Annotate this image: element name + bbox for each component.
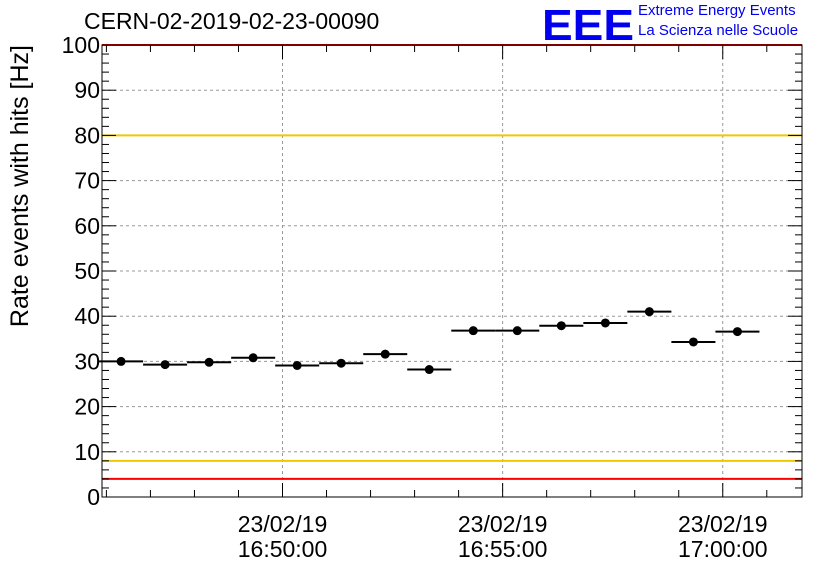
data-point xyxy=(292,360,302,370)
data-point xyxy=(512,326,522,336)
x-tick-label-date: 23/02/19 xyxy=(458,511,548,537)
y-tick-label: 10 xyxy=(74,439,100,465)
x-tick-labels: 23/02/1916:50:0023/02/1916:55:0023/02/19… xyxy=(238,511,768,562)
y-tick-label: 30 xyxy=(74,348,100,374)
data-point xyxy=(160,360,170,370)
y-tick-label: 50 xyxy=(74,258,100,284)
y-tick-label: 60 xyxy=(74,213,100,239)
x-tick-label-time: 17:00:00 xyxy=(678,536,768,562)
svg-text:EEE: EEE xyxy=(542,2,634,44)
y-tick-labels: 0 10 20 30 40 50 60 70 80 90 100 xyxy=(62,32,100,510)
logo-caption-line1: Extreme Energy Events xyxy=(638,2,796,19)
y-tick-label: 80 xyxy=(74,122,100,148)
data-point xyxy=(116,356,126,366)
data-point xyxy=(688,337,698,347)
x-tick-label-date: 23/02/19 xyxy=(238,511,328,537)
logo-caption-line2: La Scienza nelle Scuole xyxy=(638,22,799,39)
y-axis-label: Rate events with hits [Hz] xyxy=(6,45,34,327)
data-point xyxy=(600,318,610,328)
data-point xyxy=(556,321,566,331)
data-point xyxy=(204,357,214,367)
data-point xyxy=(380,349,390,359)
reference-lines xyxy=(102,44,802,480)
data-point xyxy=(644,307,654,317)
x-tick-label-time: 16:50:00 xyxy=(238,536,328,562)
y-tick-label: 0 xyxy=(87,484,100,510)
data-point xyxy=(424,365,434,375)
run-title: CERN-02-2019-02-23-00090 xyxy=(84,8,380,34)
y-tick-label: 20 xyxy=(74,394,100,420)
data-point xyxy=(248,353,258,363)
data-points xyxy=(99,307,760,375)
data-point xyxy=(336,358,346,368)
y-tick-label: 90 xyxy=(74,77,100,103)
data-point xyxy=(468,326,478,336)
eee-logo: EEE xyxy=(542,2,634,44)
data-point xyxy=(732,327,742,337)
x-tick-label-time: 16:55:00 xyxy=(458,536,548,562)
y-tick-label: 100 xyxy=(62,32,100,58)
y-tick-label: 40 xyxy=(74,303,100,329)
x-tick-label-date: 23/02/19 xyxy=(678,511,768,537)
y-tick-label: 70 xyxy=(74,168,100,194)
axis-ticks xyxy=(102,44,802,498)
grid-lines xyxy=(102,45,802,497)
